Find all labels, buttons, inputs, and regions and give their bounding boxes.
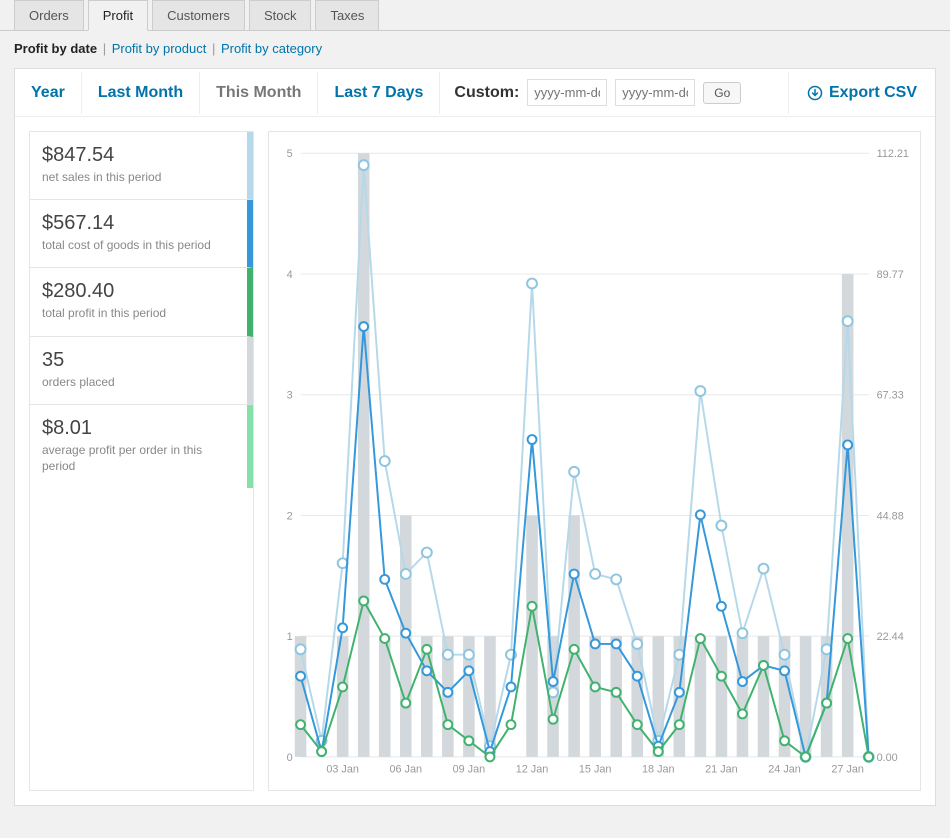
svg-text:03 Jan: 03 Jan (326, 764, 359, 776)
svg-text:112.21: 112.21 (877, 148, 909, 160)
tab-customers[interactable]: Customers (152, 0, 245, 31)
stat-label: net sales in this period (42, 169, 235, 185)
svg-text:0: 0 (287, 752, 293, 764)
stat-value: $280.40 (42, 280, 235, 303)
stats-column: $847.54 net sales in this period $567.14 to… (29, 131, 254, 791)
tab-taxes[interactable]: Taxes (315, 0, 379, 31)
svg-text:15 Jan: 15 Jan (579, 764, 612, 776)
export-csv-button[interactable]: Export CSV (788, 72, 935, 114)
svg-text:09 Jan: 09 Jan (453, 764, 486, 776)
profit-chart: 0 0.00 1 22.44 2 44.88 3 67.33 4 89.77 5 112.21 03 J… (268, 131, 921, 791)
svg-text:89.77: 89.77 (877, 269, 904, 281)
custom-label: Custom: (454, 84, 519, 102)
stat-card-1[interactable]: $567.14 total cost of goods in this perio… (30, 200, 253, 268)
svg-text:22.44: 22.44 (877, 631, 904, 643)
svg-text:4: 4 (287, 269, 293, 281)
svg-text:06 Jan: 06 Jan (389, 764, 422, 776)
svg-text:27 Jan: 27 Jan (831, 764, 864, 776)
svg-text:5: 5 (287, 148, 293, 160)
report-panel: YearLast MonthThis MonthLast 7 Days Cust… (14, 68, 936, 806)
stat-label: average profit per order in this period (42, 442, 235, 474)
svg-text:67.33: 67.33 (877, 390, 904, 402)
svg-text:1: 1 (287, 631, 293, 643)
subnav-profit-by-date[interactable]: Profit by date (14, 41, 97, 56)
svg-text:21 Jan: 21 Jan (705, 764, 738, 776)
svg-text:44.88: 44.88 (877, 510, 904, 522)
period-row: YearLast MonthThis MonthLast 7 Days Cust… (15, 69, 935, 117)
subnav-profit-by-product[interactable]: Profit by product (112, 41, 207, 56)
stat-value: $8.01 (42, 417, 235, 440)
report-content: $847.54 net sales in this period $567.14 to… (15, 117, 935, 805)
stat-label: total profit in this period (42, 305, 235, 321)
stat-value: $847.54 (42, 144, 235, 167)
svg-text:18 Jan: 18 Jan (642, 764, 675, 776)
date-to-input[interactable] (615, 79, 695, 106)
svg-text:2: 2 (287, 510, 293, 522)
tab-profit[interactable]: Profit (88, 0, 148, 31)
tab-orders[interactable]: Orders (14, 0, 84, 31)
stat-label: total cost of goods in this period (42, 237, 235, 253)
stat-card-3[interactable]: 35 orders placed (30, 337, 253, 405)
profit-subnav: Profit by date | Profit by product | Pro… (0, 31, 950, 68)
subnav-profit-by-category[interactable]: Profit by category (221, 41, 322, 56)
period-year[interactable]: Year (15, 72, 82, 114)
tab-stock[interactable]: Stock (249, 0, 312, 31)
period-last-month[interactable]: Last Month (82, 72, 200, 114)
stat-value: $567.14 (42, 212, 235, 235)
svg-text:0.00: 0.00 (877, 752, 898, 764)
export-label: Export CSV (829, 84, 917, 102)
stat-card-4[interactable]: $8.01average profit per order in this pe… (30, 405, 253, 488)
svg-text:3: 3 (287, 390, 293, 402)
date-from-input[interactable] (527, 79, 607, 106)
download-icon (807, 85, 823, 101)
stat-card-0[interactable]: $847.54 net sales in this period (30, 132, 253, 200)
chart-svg: 0 0.00 1 22.44 2 44.88 3 67.33 4 89.77 5 112.21 03 J… (269, 132, 920, 790)
stat-card-2[interactable]: $280.40 total profit in this period (30, 268, 253, 336)
stat-label: orders placed (42, 374, 235, 390)
period-last-7-days[interactable]: Last 7 Days (318, 72, 440, 114)
custom-date-range: Custom: Go (440, 69, 788, 116)
svg-text:12 Jan: 12 Jan (516, 764, 549, 776)
go-button[interactable]: Go (703, 82, 741, 104)
report-tabs: OrdersProfitCustomersStockTaxes (0, 0, 950, 31)
stat-value: 35 (42, 349, 235, 372)
svg-text:24 Jan: 24 Jan (768, 764, 801, 776)
period-this-month[interactable]: This Month (200, 72, 318, 114)
